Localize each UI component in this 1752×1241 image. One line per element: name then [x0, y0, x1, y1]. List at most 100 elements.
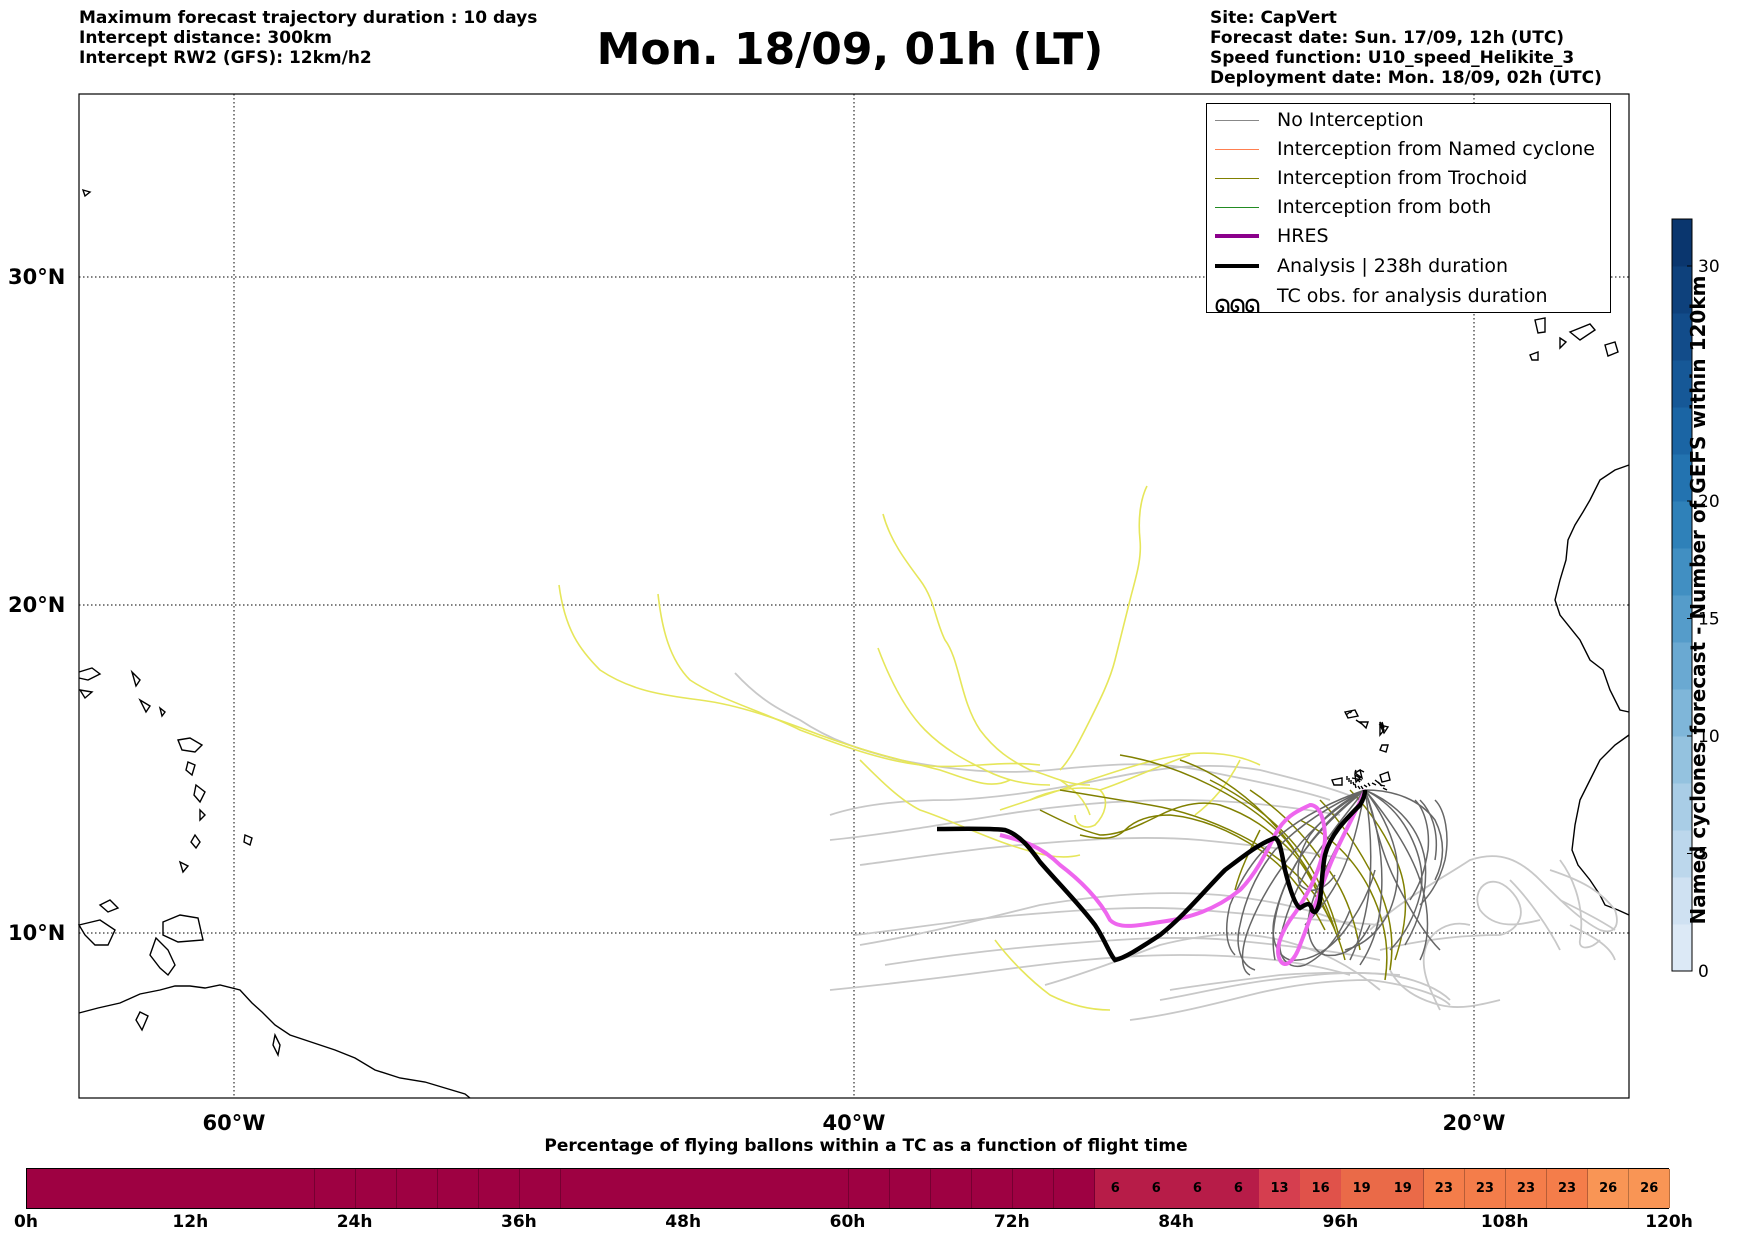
legend-label: Interception from Named cyclone: [1277, 138, 1595, 160]
legend-item-named-cyclone: Interception from Named cyclone: [1215, 137, 1595, 161]
coast-cv-23: [1379, 784, 1386, 787]
colorbar-frame: [1671, 218, 1693, 972]
coast-venezuela-peninsula: [149, 936, 176, 977]
timebar-cell: [314, 1169, 357, 1208]
coast-cv-17: [1351, 777, 1363, 781]
timebar-cell: [355, 1169, 398, 1208]
coast-cv-31: [1352, 781, 1355, 786]
hres-track: [999, 789, 1367, 966]
timebar-cell: 19: [1382, 1169, 1425, 1208]
lon-tick-label: 40°W: [823, 1111, 886, 1135]
lon-tick-label: 20°W: [1443, 1111, 1506, 1135]
colorbar-segment: [1672, 266, 1692, 314]
colorbar-segment: [1672, 548, 1692, 596]
lat-tick-label: 20°N: [8, 593, 65, 617]
timebar-cell: [643, 1169, 685, 1208]
colorbar-segment: [1672, 924, 1692, 972]
coast-cv-18: [1359, 769, 1365, 773]
timebar-cell: 23: [1546, 1169, 1589, 1208]
timebar-cell: [725, 1169, 767, 1208]
coast-cv-16: [1353, 768, 1364, 780]
axis-ticks: 60°W 40°W 20°W 30°N 20°N 10°N: [8, 265, 1505, 1135]
colorbar-segment: [1672, 877, 1692, 925]
coast-antilles-12: [243, 833, 253, 847]
timebar-cell: 19: [1341, 1169, 1383, 1208]
coast-islet-2: [135, 1011, 149, 1032]
header-line-deployment-date: Deployment date: Mon. 18/09, 02h (UTC): [1210, 68, 1602, 88]
header-line-distance: Intercept distance: 300km: [79, 28, 332, 48]
colorbar-segment: [1672, 783, 1692, 831]
colorbar-segment: [1672, 454, 1692, 502]
timebar-cell: [232, 1169, 274, 1208]
legend-label: Interception from Trochoid: [1277, 167, 1528, 189]
analysis-track: [936, 789, 1368, 963]
legend-item-tc-obs: ᘏᘏᘏ TC obs. for analysis duration: [1215, 285, 1548, 317]
colorbar-segment: [1672, 219, 1692, 267]
graticule: [79, 94, 1629, 1098]
colorbar-segment: [1672, 830, 1692, 878]
colorbar-segment: [1672, 736, 1692, 784]
legend-label: No Interception: [1277, 109, 1424, 131]
timebar-cell: [437, 1169, 480, 1208]
timebar-cell: 6: [1218, 1169, 1260, 1208]
timebar-cell: 23: [1464, 1169, 1507, 1208]
legend-item-both: Interception from both: [1215, 195, 1491, 219]
timebar-cell: [191, 1169, 233, 1208]
coastlines: [77, 188, 1630, 1099]
coast-trinidad-area: [162, 914, 204, 943]
timebar: 6 6 6 6 13 16 19 19 23 23 23 23 26 26: [26, 1168, 1671, 1209]
colorbar-tick-label: 10: [1698, 727, 1720, 747]
timebar-tick-label: 24h: [336, 1212, 373, 1232]
colorbar-tick-label: 0: [1698, 962, 1709, 982]
colorbar-segment: [1672, 501, 1692, 549]
timebar-tick-label: 12h: [172, 1212, 209, 1232]
timebar-cell: [560, 1169, 603, 1208]
header-line-speed-function: Speed function: U10_speed_Helikite_3: [1210, 48, 1575, 68]
timebar-cell: 13: [1259, 1169, 1301, 1208]
colorbar-segment: [1672, 360, 1692, 408]
colorbar-segment: [1672, 689, 1692, 737]
coast-antilles-9: [199, 808, 206, 822]
timebar-cell: [396, 1169, 439, 1208]
timebar-cell: [889, 1169, 932, 1208]
coast-canary-3: [1529, 350, 1539, 361]
lat-tick-label: 10°N: [8, 921, 65, 945]
coast-antilles-2: [78, 689, 94, 700]
coast-antilles-8: [193, 783, 206, 804]
coast-cv-15: [1379, 771, 1391, 783]
timebar-tick-label: 48h: [665, 1212, 702, 1232]
coast-islet: [98, 899, 120, 913]
coast-canary-1: [1534, 317, 1546, 334]
timebar-cell: 16: [1300, 1169, 1342, 1208]
timebar-tick-label: 72h: [993, 1212, 1030, 1232]
lon-tick-label: 60°W: [203, 1111, 266, 1135]
timebar-cell: [684, 1169, 726, 1208]
coast-cv-7: [1349, 710, 1353, 714]
timebar-cell: [848, 1169, 891, 1208]
page-title: Mon. 18/09, 01h (LT): [596, 24, 1104, 75]
colorbar-segment: [1672, 407, 1692, 455]
colorbar-tick-label: 20: [1698, 492, 1720, 512]
colorbar-tick-label: 30: [1698, 257, 1720, 277]
legend-item-analysis: Analysis | 238h duration: [1215, 254, 1508, 278]
coast-cv-6: [1355, 719, 1363, 725]
legend-label: TC obs. for analysis duration: [1277, 285, 1548, 307]
timebar-cell: [930, 1169, 973, 1208]
timebar-cell: [109, 1169, 151, 1208]
coast-antilles-5: [158, 706, 166, 718]
timebar-cell: [519, 1169, 562, 1208]
timebar-cell: [1053, 1169, 1096, 1208]
timebar-cell: 6: [1094, 1169, 1137, 1208]
legend-item-no-interception: No Interception: [1215, 108, 1424, 132]
coast-antilles-10: [190, 833, 201, 850]
cyclone-colorbar: 0 5 10 15 20 30: [1671, 218, 1720, 982]
lat-tick-label: 30°N: [8, 265, 65, 289]
header-info-right: Site: CapVert Forecast date: Sun. 17/09,…: [1210, 8, 1602, 88]
coast-antilles-7: [185, 761, 196, 777]
timebar-tick-label: 120h: [1645, 1212, 1693, 1232]
timebar-tick-label: 36h: [501, 1212, 537, 1232]
timebar-cell: [478, 1169, 521, 1208]
legend-label: Interception from both: [1277, 196, 1492, 218]
colorbar-title-text: Named cyclones forecast - Number of GEFS…: [1686, 275, 1710, 925]
coast-cv-13: [1331, 777, 1343, 786]
